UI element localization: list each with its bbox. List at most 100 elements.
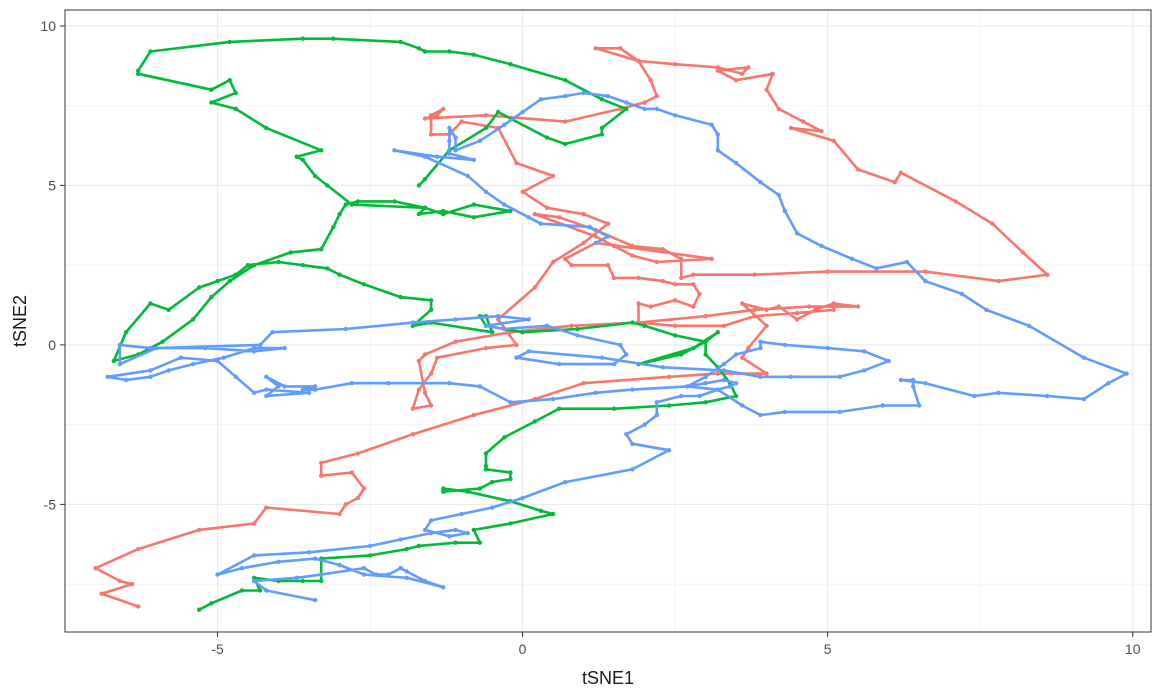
series-point bbox=[258, 342, 263, 348]
series-point bbox=[319, 460, 324, 466]
x-tick-label: 0 bbox=[519, 641, 527, 657]
y-tick-label: 5 bbox=[48, 177, 56, 193]
series-point bbox=[483, 467, 489, 472]
series-point bbox=[343, 202, 348, 207]
series-point bbox=[642, 100, 647, 105]
series-point bbox=[984, 307, 989, 312]
series-point bbox=[605, 221, 611, 226]
series-point bbox=[679, 352, 684, 357]
series-point bbox=[923, 278, 928, 284]
series-point bbox=[483, 113, 489, 118]
series-point bbox=[361, 282, 367, 287]
series-point bbox=[801, 119, 806, 124]
series-point bbox=[642, 106, 647, 112]
series-point bbox=[416, 387, 422, 392]
series-point bbox=[459, 119, 464, 124]
series-point bbox=[319, 572, 324, 577]
series-point bbox=[197, 527, 202, 533]
series-point bbox=[611, 406, 617, 411]
series-point bbox=[630, 441, 635, 446]
series-point bbox=[276, 259, 281, 265]
series-point bbox=[563, 479, 568, 485]
series-point bbox=[300, 36, 306, 41]
series-point bbox=[435, 355, 440, 360]
series-point bbox=[691, 272, 696, 277]
series-point bbox=[855, 304, 861, 309]
series-point bbox=[990, 221, 995, 226]
series-point bbox=[593, 46, 598, 51]
series-point bbox=[764, 323, 769, 328]
series-point bbox=[526, 349, 531, 354]
series-point bbox=[422, 176, 428, 182]
series-point bbox=[349, 202, 354, 207]
series-point bbox=[703, 374, 708, 379]
series-point bbox=[355, 495, 361, 501]
series-point bbox=[849, 256, 855, 261]
series-point bbox=[685, 384, 690, 389]
series-point bbox=[99, 591, 104, 596]
series-point bbox=[251, 390, 257, 395]
series-point bbox=[1045, 393, 1050, 399]
series-point bbox=[764, 307, 769, 312]
series-point bbox=[343, 326, 348, 332]
series-point bbox=[624, 106, 629, 112]
series-2 bbox=[111, 36, 739, 612]
series-point bbox=[618, 342, 623, 348]
x-tick-label: 5 bbox=[824, 641, 832, 657]
series-point bbox=[679, 256, 684, 261]
series-point bbox=[489, 330, 495, 335]
series-point bbox=[703, 352, 708, 357]
series-point bbox=[721, 368, 727, 373]
series-point bbox=[502, 202, 507, 207]
series-line bbox=[112, 37, 738, 612]
series-point bbox=[209, 87, 214, 92]
series-point bbox=[776, 106, 781, 112]
series-point bbox=[752, 314, 757, 319]
series-point bbox=[520, 189, 525, 194]
series-point bbox=[288, 250, 293, 255]
series-point bbox=[508, 470, 513, 475]
series-point bbox=[404, 546, 409, 552]
series-point bbox=[441, 486, 446, 491]
series-point bbox=[349, 381, 354, 386]
series-point bbox=[312, 597, 318, 603]
series-point bbox=[136, 71, 141, 77]
series-point bbox=[550, 396, 556, 402]
series-point bbox=[386, 572, 391, 577]
series-point bbox=[776, 304, 781, 309]
series-point bbox=[239, 566, 245, 571]
series-point bbox=[654, 106, 659, 112]
series-point bbox=[788, 374, 794, 379]
series-point bbox=[264, 374, 269, 379]
x-tick-label: 10 bbox=[1125, 641, 1141, 657]
series-point bbox=[160, 339, 165, 344]
series-point bbox=[587, 224, 592, 230]
series-point bbox=[392, 199, 397, 204]
series-point bbox=[441, 106, 446, 112]
series-point bbox=[544, 135, 550, 140]
series-point bbox=[532, 419, 537, 424]
series-point bbox=[813, 307, 818, 312]
series-point bbox=[300, 157, 306, 163]
series-point bbox=[258, 588, 263, 593]
series-point bbox=[312, 387, 318, 392]
series-point bbox=[703, 339, 708, 344]
series-point bbox=[642, 323, 647, 328]
series-point bbox=[190, 317, 196, 322]
series-point bbox=[733, 78, 739, 83]
series-point bbox=[148, 368, 153, 373]
series-point bbox=[544, 205, 550, 210]
series-point bbox=[264, 125, 269, 131]
series-point bbox=[306, 550, 312, 555]
series-point bbox=[502, 326, 507, 332]
y-tick-label: -5 bbox=[44, 496, 57, 512]
series-point bbox=[404, 569, 409, 574]
y-axis: -5 0 5 10 bbox=[40, 18, 65, 512]
series-point bbox=[721, 323, 727, 328]
series-point bbox=[904, 259, 910, 265]
series-point bbox=[477, 486, 483, 491]
series-point bbox=[471, 412, 476, 418]
series-point bbox=[447, 151, 452, 156]
series-point bbox=[355, 199, 361, 204]
series-point bbox=[447, 534, 452, 539]
